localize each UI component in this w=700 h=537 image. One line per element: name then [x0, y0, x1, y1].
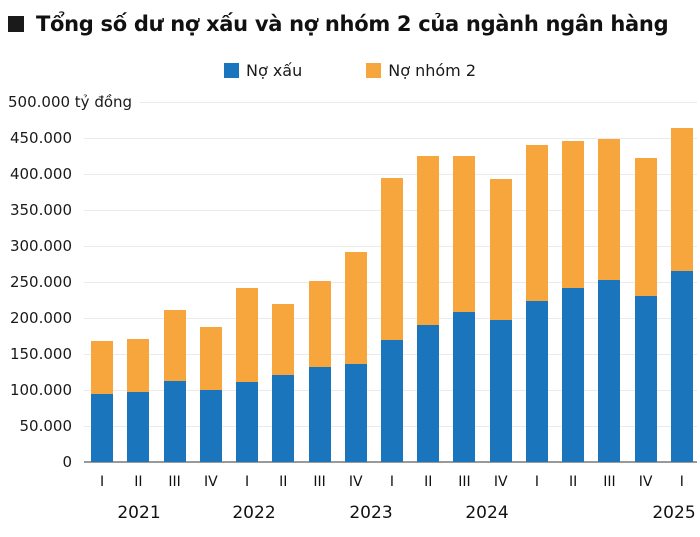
bar-segment-no-xau-2022-IV	[344, 364, 367, 462]
y-tick-label-50000: 50.000	[19, 417, 73, 435]
bar-segment-no-xau-2023-II	[417, 325, 440, 462]
y-tick-label-350000: 350.000	[9, 201, 72, 219]
bar-segment-no-nhom-2-2021-III	[163, 310, 186, 381]
bar-segment-no-nhom-2-2021-I	[91, 341, 114, 395]
bar-segment-no-xau-2021-IV	[199, 390, 222, 462]
bar-segment-no-nhom-2-2022-II	[272, 303, 295, 375]
bar-segment-no-nhom-2-2021-II	[127, 338, 150, 393]
y-tick-label-200000: 200.000	[9, 309, 72, 327]
bar-segment-no-xau-2025-I	[670, 271, 693, 462]
y-axis-unit-label: 500.000 tỷ đồng	[8, 94, 141, 110]
chart-title: Tổng số dư nợ xấu và nợ nhóm 2 của ngành…	[36, 12, 669, 36]
y-tick-label-0: 0	[62, 453, 72, 471]
legend-swatch-no-nhom-2	[366, 63, 382, 78]
bar-segment-no-nhom-2-2023-IV	[489, 179, 512, 321]
bar-segment-no-xau-2021-II	[127, 392, 150, 462]
y-tick-label-300000: 300.000	[9, 237, 72, 255]
x-tick-quarter-2022-IV: IV	[348, 474, 363, 490]
x-axis-year-label-2022: 2022	[232, 503, 276, 523]
x-axis-year-label-2023: 2023	[349, 503, 393, 523]
bar-segment-no-nhom-2-2023-III	[453, 156, 476, 313]
legend-item-no-xau: Nợ xấu	[223, 61, 303, 80]
bar-segment-no-nhom-2-2021-IV	[199, 327, 222, 390]
bar-segment-no-xau-2022-I	[236, 382, 259, 462]
bar-segment-no-xau-2023-III	[453, 312, 476, 462]
y-tick-label-100000: 100.000	[9, 381, 72, 399]
legend-item-no-nhom-2: Nợ nhóm 2	[366, 61, 476, 80]
bar-segment-no-xau-2023-I	[381, 339, 403, 462]
x-axis-year-label-2025: 2025	[652, 503, 696, 523]
x-axis-year-label-2021: 2021	[117, 503, 161, 523]
x-tick-quarter-2024-III: III	[603, 474, 616, 490]
bar-segment-no-nhom-2-2024-II	[562, 140, 585, 288]
bar-segment-no-xau-2024-I	[525, 301, 548, 462]
bar-segment-no-xau-2022-II	[272, 374, 295, 462]
bar-segment-no-xau-2021-I	[91, 394, 114, 462]
x-tick-quarter-2022-III: III	[313, 474, 326, 490]
x-tick-quarter-2021-I: I	[100, 474, 105, 490]
bar-segment-no-nhom-2-2024-IV	[634, 158, 657, 297]
x-tick-quarter-2023-III: III	[458, 474, 471, 490]
legend-label-no-xau: Nợ xấu	[245, 61, 303, 80]
legend: Nợ xấu Nợ nhóm 2	[0, 61, 700, 80]
bar-segment-no-xau-2024-II	[562, 287, 585, 462]
x-tick-quarter-2025-I: I	[679, 474, 684, 490]
x-tick-quarter-2023-IV: IV	[493, 474, 508, 490]
gridline-500000	[84, 101, 697, 103]
bar-segment-no-xau-2022-III	[308, 366, 331, 462]
bar-segment-no-nhom-2-2022-III	[308, 281, 331, 367]
x-axis-year-label-2024: 2024	[465, 503, 509, 523]
bar-segment-no-nhom-2-2023-I	[381, 178, 403, 340]
x-tick-quarter-2024-IV: IV	[638, 474, 653, 490]
x-tick-quarter-2021-II: II	[134, 474, 143, 490]
gridline-400000	[84, 173, 697, 175]
bar-segment-no-xau-2024-III	[598, 279, 621, 462]
bar-segment-no-xau-2021-III	[163, 380, 186, 462]
x-tick-quarter-2023-I: I	[389, 474, 395, 490]
y-tick-label-400000: 400.000	[9, 165, 72, 183]
x-tick-quarter-2021-III: III	[168, 474, 181, 490]
x-axis-line	[84, 461, 697, 463]
bar-segment-no-nhom-2-2022-IV	[344, 251, 367, 365]
x-tick-quarter-2021-IV: IV	[203, 474, 218, 490]
bar-segment-no-nhom-2-2025-I	[670, 127, 693, 272]
bar-segment-no-nhom-2-2023-II	[417, 156, 440, 326]
bar-segment-no-nhom-2-2022-I	[236, 287, 259, 383]
legend-swatch-no-xau	[223, 63, 239, 78]
x-tick-quarter-2023-II: II	[424, 474, 433, 490]
bar-segment-no-xau-2023-IV	[489, 320, 512, 462]
gridline-450000	[84, 137, 697, 139]
title-bullet-square-icon	[8, 16, 24, 32]
bar-segment-no-xau-2024-IV	[634, 296, 657, 462]
title-row: Tổng số dư nợ xấu và nợ nhóm 2 của ngành…	[8, 12, 669, 36]
legend-label-no-nhom-2: Nợ nhóm 2	[388, 61, 477, 80]
bar-segment-no-nhom-2-2024-I	[525, 145, 548, 302]
x-tick-quarter-2022-II: II	[279, 474, 288, 490]
y-tick-label-250000: 250.000	[9, 273, 72, 291]
y-tick-label-150000: 150.000	[9, 345, 72, 363]
x-tick-quarter-2024-II: II	[569, 474, 578, 490]
bar-segment-no-nhom-2-2024-III	[598, 139, 621, 280]
y-tick-label-450000: 450.000	[9, 129, 72, 147]
x-tick-quarter-2024-I: I	[534, 474, 540, 490]
x-tick-quarter-2022-I: I	[244, 474, 250, 490]
